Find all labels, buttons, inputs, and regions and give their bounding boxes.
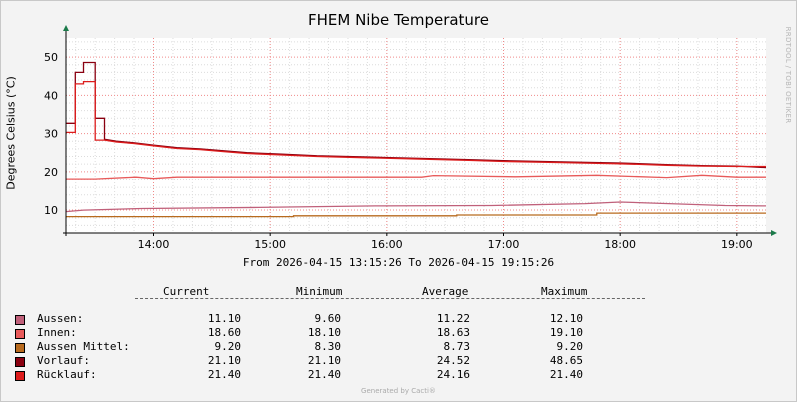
y-axis-arrow bbox=[63, 25, 69, 31]
legend-label: Aussen Mittel: bbox=[37, 340, 130, 353]
legend-minimum: 8.30 bbox=[314, 340, 342, 353]
legend-current: 21.40 bbox=[207, 368, 241, 381]
legend-swatch bbox=[15, 329, 25, 339]
series-line-aussen bbox=[65, 201, 767, 213]
plot-area bbox=[66, 38, 766, 233]
legend-average: 8.73 bbox=[443, 340, 471, 353]
generated-by-footer: Generated by Cacti® bbox=[361, 387, 436, 395]
x-tick-label: 14:00 bbox=[138, 238, 170, 251]
x-tick-label: 15:00 bbox=[254, 238, 286, 251]
legend-current: 9.20 bbox=[214, 340, 242, 353]
legend-row-aussen: Aussen: 11.10 9.60 11.22 12.10 bbox=[0, 312, 797, 326]
legend-row-innen: Innen: 18.60 18.10 18.63 19.10 bbox=[0, 326, 797, 340]
y-tick-label: 50 bbox=[44, 51, 58, 64]
x-tick-label: 18:00 bbox=[604, 238, 636, 251]
legend-label: Aussen: bbox=[37, 312, 84, 325]
header-average: Average bbox=[422, 285, 469, 298]
x-axis-arrow bbox=[771, 230, 777, 236]
x-tick-label: 19:00 bbox=[721, 238, 753, 251]
chart-title: FHEM Nibe Temperature bbox=[307, 11, 490, 29]
legend-current: 11.10 bbox=[207, 312, 241, 325]
legend-divider bbox=[135, 298, 645, 299]
legend-average: 24.52 bbox=[436, 354, 470, 367]
legend-minimum: 18.10 bbox=[307, 326, 341, 339]
legend-minimum: 21.40 bbox=[307, 368, 341, 381]
legend-current: 21.10 bbox=[207, 354, 241, 367]
header-minimum: Minimum bbox=[296, 285, 343, 298]
legend-row-ruecklauf: Rücklauf: 21.40 21.40 24.16 21.40 bbox=[0, 368, 797, 382]
series-line-r-cklauf bbox=[66, 80, 766, 168]
series-line-innen bbox=[66, 174, 766, 180]
legend-label: Vorlauf: bbox=[37, 354, 90, 367]
legend-minimum: 21.10 bbox=[307, 354, 341, 367]
legend-average: 24.16 bbox=[436, 368, 470, 381]
legend-current: 18.60 bbox=[207, 326, 241, 339]
legend-maximum: 48.65 bbox=[549, 354, 583, 367]
y-tick-label: 30 bbox=[44, 128, 58, 141]
legend-swatch bbox=[15, 343, 25, 353]
legend-label: Innen: bbox=[37, 326, 77, 339]
legend-row-vorlauf: Vorlauf: 21.10 21.10 24.52 48.65 bbox=[0, 354, 797, 368]
legend-average: 18.63 bbox=[436, 326, 470, 339]
legend-label: Rücklauf: bbox=[37, 368, 97, 381]
series-line-aussen-mittel bbox=[66, 212, 766, 218]
y-tick-label: 10 bbox=[44, 204, 58, 217]
legend-swatch bbox=[15, 315, 25, 325]
legend-maximum: 12.10 bbox=[549, 312, 583, 325]
legend-minimum: 9.60 bbox=[314, 312, 342, 325]
legend-swatch bbox=[15, 371, 25, 381]
series-line-vorlauf bbox=[66, 61, 767, 169]
x-tick-label: 16:00 bbox=[371, 238, 403, 251]
legend-row-aussen-mittel: Aussen Mittel: 9.20 8.30 8.73 9.20 bbox=[0, 340, 797, 354]
legend-maximum: 21.40 bbox=[549, 368, 583, 381]
header-maximum: Maximum bbox=[541, 285, 588, 298]
y-tick-label: 40 bbox=[44, 89, 58, 102]
y-tick-label: 20 bbox=[44, 166, 58, 179]
legend-swatch bbox=[15, 357, 25, 367]
legend-maximum: 19.10 bbox=[549, 326, 583, 339]
header-current: Current bbox=[163, 285, 210, 298]
legend-maximum: 9.20 bbox=[556, 340, 584, 353]
legend-average: 11.22 bbox=[436, 312, 470, 325]
x-tick-label: 17:00 bbox=[488, 238, 520, 251]
time-range-text: From 2026-04-15 13:15:26 To 2026-04-15 1… bbox=[242, 256, 555, 269]
chart-svg: 10 20 30 40 50 14:00 15:00 16:00 17:00 18:00 19:00 bbox=[44, 25, 777, 251]
